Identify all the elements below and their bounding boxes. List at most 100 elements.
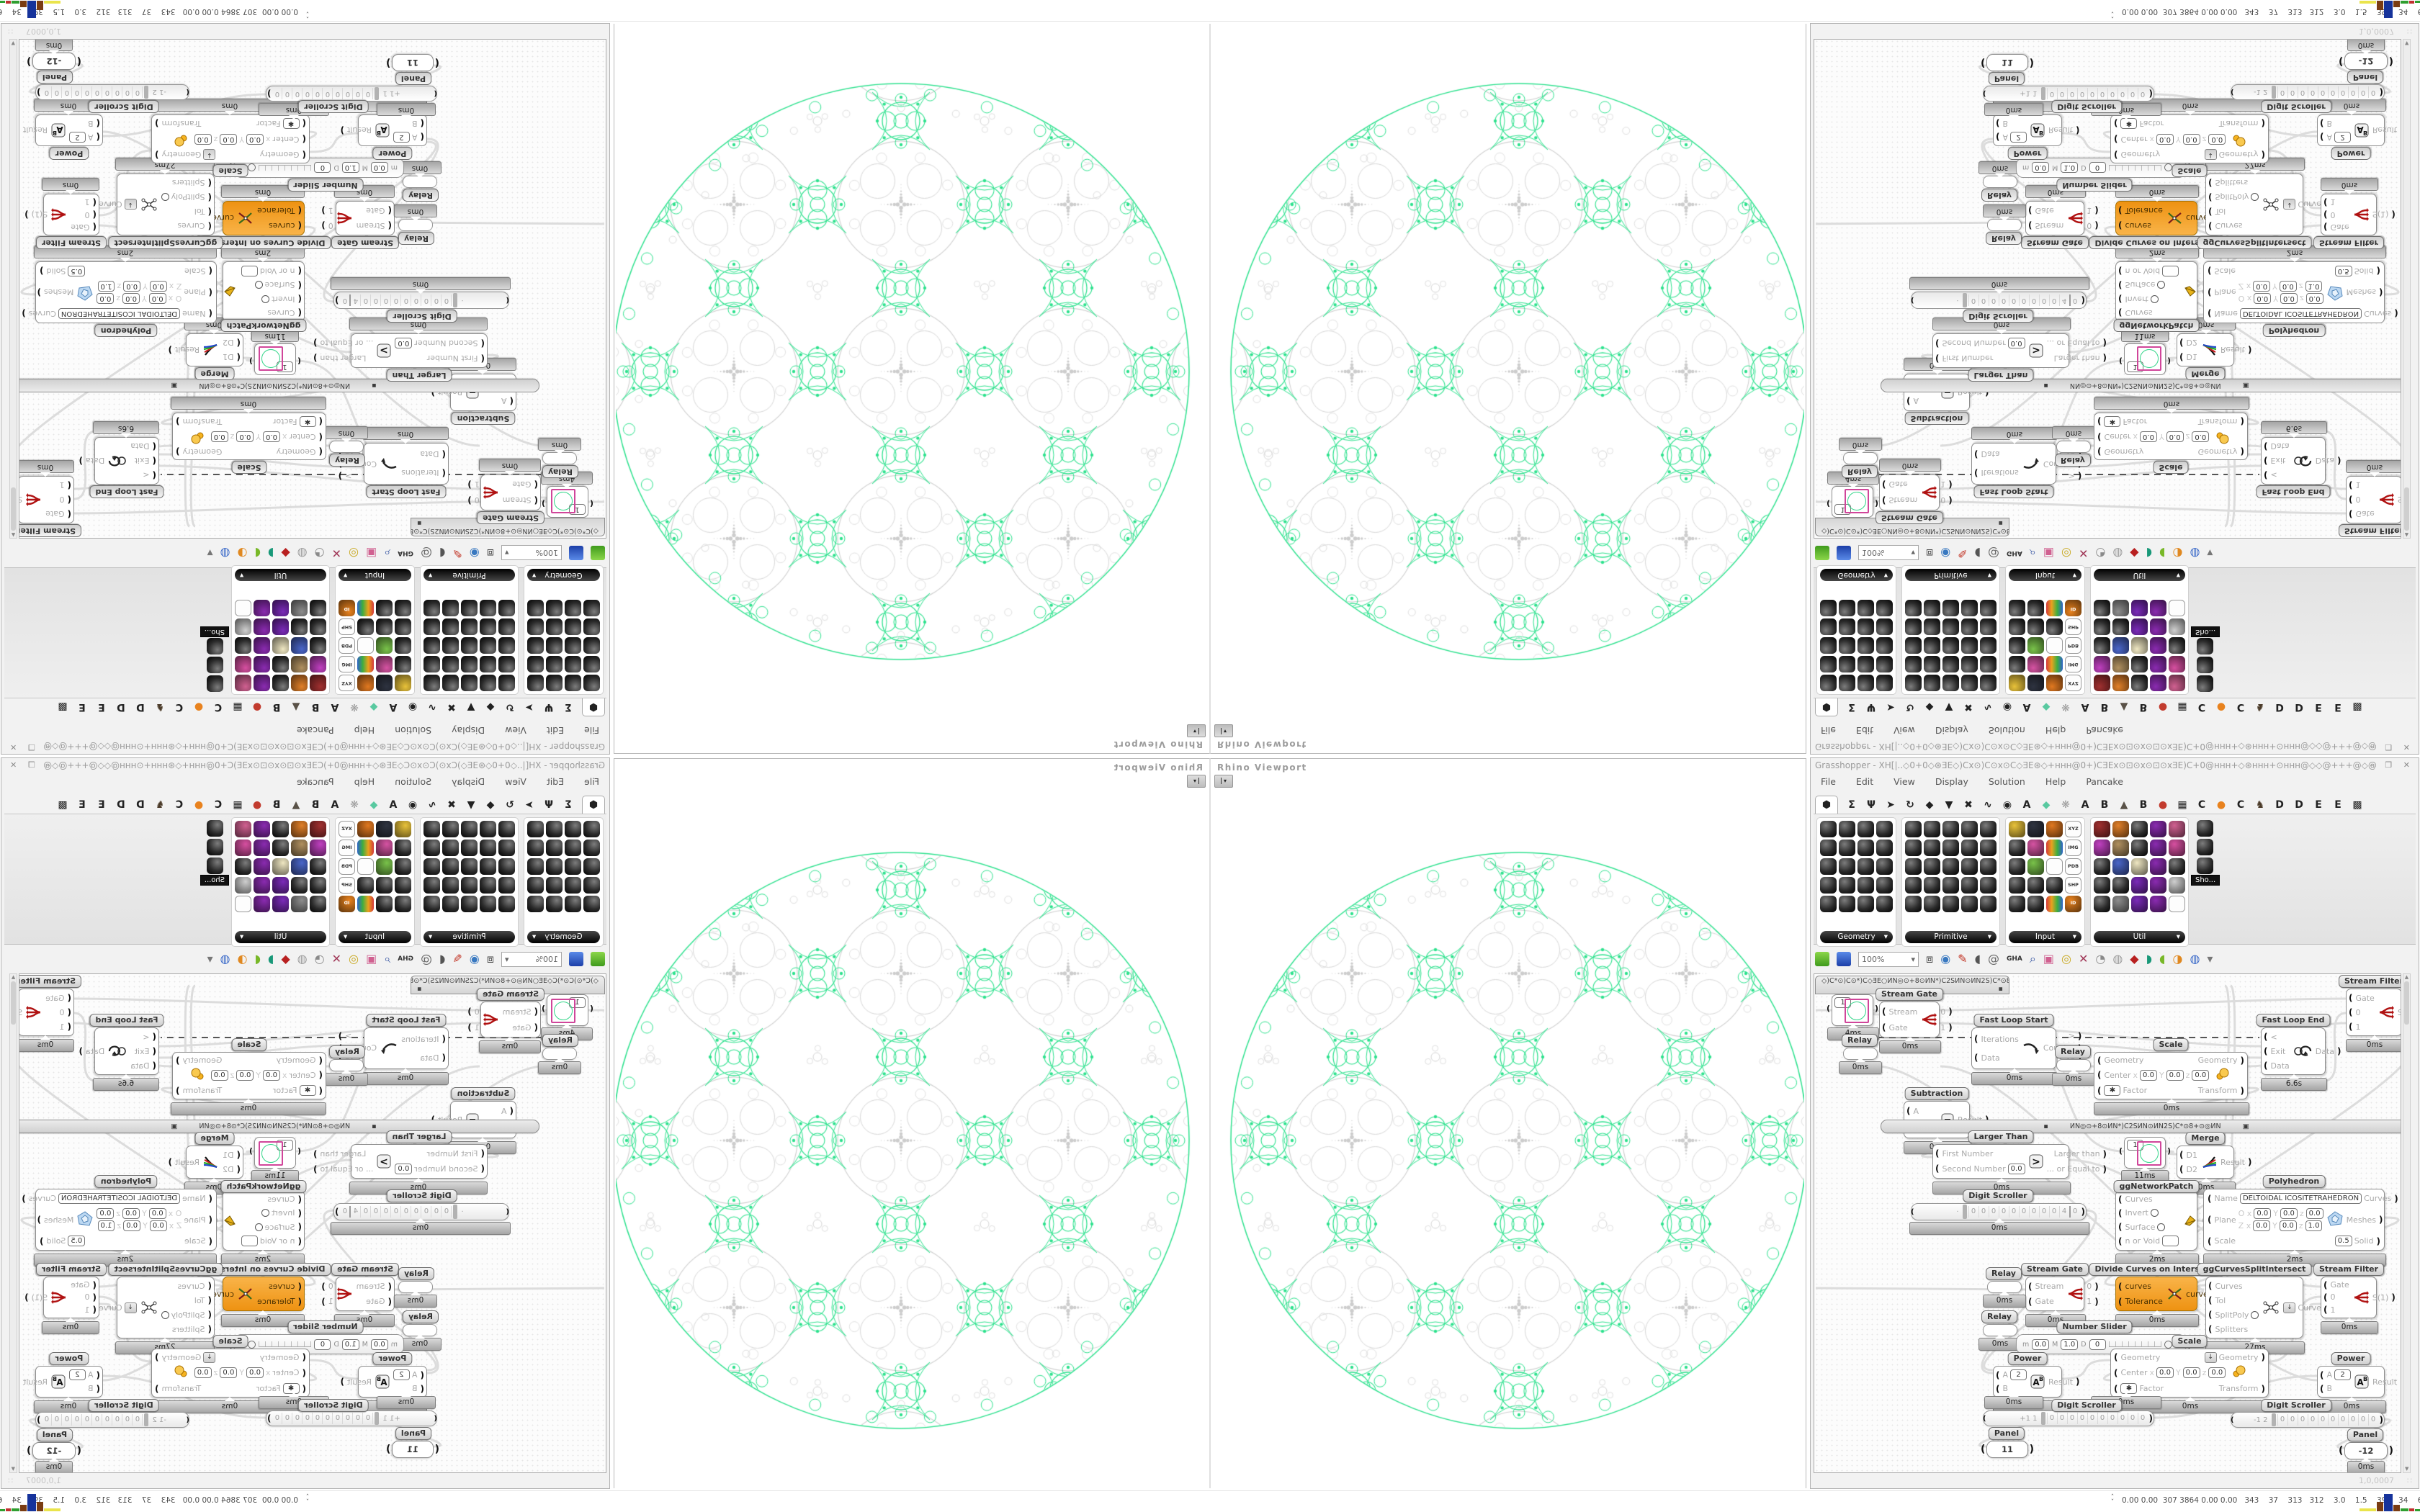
number-slider-caption[interactable]: Number Slider (2056, 1320, 2133, 1333)
power-left[interactable]: A2BABResult (1993, 114, 2073, 146)
component-icon[interactable] (1980, 675, 1996, 691)
component-icon[interactable] (2169, 675, 2185, 691)
component-icon[interactable] (2027, 656, 2044, 672)
component-icon[interactable]: IMG (339, 656, 355, 672)
toolbar-icon-6[interactable]: ⌕ (2029, 546, 2036, 560)
component-icon[interactable] (357, 656, 374, 672)
component-tab-16[interactable]: B (2139, 799, 2148, 811)
viewport-dropdown-button[interactable]: ▾ (1187, 775, 1206, 788)
component-icon[interactable] (1820, 821, 1837, 837)
toolbar-icon-12[interactable]: ◆ (281, 952, 290, 966)
ribbon-group-label[interactable]: Geometry ▾ (527, 931, 600, 943)
component-icon[interactable] (565, 618, 581, 635)
component-icon[interactable] (291, 877, 308, 894)
viewport-render-canvas[interactable] (1211, 759, 1804, 1486)
toolbar-icon-13[interactable]: ◗ (2146, 546, 2153, 560)
component-icon[interactable] (2131, 896, 2148, 912)
viewport-dropdown-button[interactable]: ▾ (1214, 775, 1233, 788)
toolbar-icon-3[interactable]: ◖ (439, 952, 446, 966)
power-right[interactable]: A2BABResult (23, 1366, 103, 1398)
component-icon[interactable] (2046, 896, 2063, 912)
component-icon[interactable] (1876, 675, 1893, 691)
component-icon[interactable] (1876, 877, 1893, 894)
relay-2-caption[interactable]: Relay (329, 1045, 365, 1058)
panel-11-caption[interactable]: Panel (1988, 72, 2025, 85)
component-tab-3[interactable]: ➤ (1886, 701, 1895, 713)
component-tab-11[interactable]: ◆ (369, 799, 378, 811)
fast-loop-end-caption[interactable]: Fast Loop End (2256, 485, 2331, 498)
toolbar-icon-15[interactable]: ◑ (237, 546, 248, 560)
component-icon[interactable] (235, 896, 251, 912)
fast-loop-end[interactable]: <ExitDataData (2261, 437, 2334, 485)
component-icon[interactable] (461, 637, 478, 654)
component-icon[interactable] (2009, 840, 2025, 856)
panel-11[interactable]: 11 (1981, 1441, 2034, 1458)
component-icon[interactable] (1980, 840, 1996, 856)
menu-item-file[interactable]: File (1821, 776, 1836, 787)
menu-item-pancake[interactable]: Pancake (2086, 776, 2123, 787)
larger-than-caption[interactable]: Larger Than (1968, 1130, 2034, 1143)
component-tab-19[interactable]: C (214, 701, 223, 713)
ribbon-group-label[interactable]: Input ▾ (339, 569, 411, 581)
component-tab-5[interactable]: ◆ (1925, 701, 1934, 713)
component-icon[interactable] (2009, 858, 2025, 875)
component-icon[interactable] (1820, 877, 1837, 894)
component-icon[interactable] (376, 858, 393, 875)
component-tab-23[interactable]: D (2275, 701, 2284, 713)
scale-2[interactable]: Geometry↓GeometryCenterx0.0Y0.0z0.0✱Fact… (151, 114, 310, 163)
component-icon[interactable] (310, 840, 326, 856)
subtraction-caption[interactable]: Subtraction (451, 412, 516, 425)
component-icon[interactable] (1905, 840, 1922, 856)
component-icon[interactable] (1961, 896, 1978, 912)
gg-network-patch[interactable]: CurvesInvertSurfacen or Void Cells (2115, 261, 2220, 322)
toolbar-icon-17[interactable]: ▾ (2207, 952, 2213, 966)
component-icon[interactable] (1942, 821, 1959, 837)
stream-filter-top-caption[interactable]: Stream Filter (19, 524, 81, 537)
menu-item-display[interactable]: Display (452, 776, 485, 787)
gh-node-canvas[interactable]: ◇)C*⊙)C⊙*)C◇ƎE○ИN◎⊙+8⊙ИN*)C2SИN⊙ИN2S)C*⊙… (1814, 973, 2401, 1473)
fast-loop-end[interactable]: <ExitDataData (2261, 1027, 2334, 1075)
component-tab-17[interactable]: ● (2158, 701, 2168, 713)
component-icon[interactable] (1857, 840, 1874, 856)
component-tab-10[interactable]: A (2022, 701, 2031, 713)
component-icon[interactable] (2009, 618, 2025, 635)
stream-filter-right[interactable]: Gate01S(1) (2321, 194, 2388, 235)
component-icon[interactable] (2112, 600, 2129, 616)
relay-4-caption[interactable]: Relay (403, 189, 439, 202)
polyhedron-caption[interactable]: Polyhedron (2262, 1175, 2326, 1188)
scale-2-caption[interactable]: Scale (2172, 1335, 2208, 1348)
component-icon[interactable] (424, 600, 440, 616)
ribbon-group-label[interactable]: Geometry ▾ (1820, 931, 1893, 943)
component-icon[interactable] (2169, 858, 2185, 875)
component-icon[interactable] (1905, 600, 1922, 616)
toolbar-icon-14[interactable]: ◖ (2159, 952, 2166, 966)
component-tab-9[interactable]: ◉ (2002, 799, 2012, 811)
component-icon[interactable] (2197, 638, 2213, 654)
component-icon[interactable] (442, 877, 459, 894)
menu-item-file[interactable]: File (584, 725, 599, 736)
canvas-vertical-scrollbar[interactable]: ▲ ▼ (9, 973, 17, 1473)
component-icon[interactable] (1876, 840, 1893, 856)
component-icon[interactable] (1876, 896, 1893, 912)
toolbar-icon-1[interactable]: ◉ (1940, 952, 1951, 966)
component-icon[interactable]: PDB (2065, 637, 2081, 654)
component-icon[interactable] (480, 637, 496, 654)
component-icon[interactable] (2150, 896, 2166, 912)
component-icon[interactable] (1924, 840, 1940, 856)
toolbar-icon-4[interactable]: @ (421, 546, 432, 560)
save-icon[interactable] (569, 952, 583, 966)
toolbar-icon-17[interactable]: ▾ (2207, 546, 2213, 560)
menu-item-display[interactable]: Display (1935, 725, 1968, 736)
component-icon[interactable] (527, 877, 544, 894)
scale-1[interactable]: GeometryGeometryCenterx0.0Y0.0z0.0✱Facto… (2094, 1052, 2248, 1099)
component-icon[interactable] (2046, 858, 2063, 875)
component-tab-2[interactable]: Ψ (544, 701, 553, 713)
component-icon[interactable] (565, 637, 581, 654)
digit-scroller-1-caption[interactable]: Digit Scroller (387, 310, 457, 323)
component-tab-25[interactable]: E (98, 701, 105, 713)
component-icon[interactable] (376, 618, 393, 635)
toolbar-icon-1[interactable]: ◉ (1940, 546, 1951, 560)
toolbar-icon-6[interactable]: ⌕ (384, 546, 391, 560)
